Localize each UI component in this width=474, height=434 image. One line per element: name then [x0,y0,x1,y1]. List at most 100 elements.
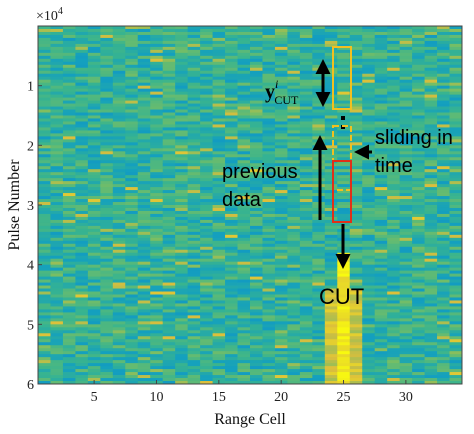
heatmap-cell [299,309,313,313]
heatmap-cell [162,61,176,66]
heatmap-cell [200,61,213,66]
heatmap-cell [349,115,363,119]
heatmap-cell [237,40,251,45]
heatmap-cell [250,103,263,107]
heatmap-cell [274,178,288,182]
heatmap-cell [262,112,276,116]
heatmap-cell [212,285,226,289]
x-tick-label: 15 [212,390,226,405]
heatmap-cell [162,228,176,233]
heatmap-cell [262,49,276,54]
heatmap-cell [399,142,413,146]
heatmap-cell [50,40,64,45]
heatmap-cell [112,109,126,113]
heatmap-cell [349,163,363,167]
heatmap-cell [87,258,101,263]
heatmap-cell [337,94,351,98]
heatmap-cell [374,70,388,75]
heatmap-cell [38,348,51,352]
heatmap-cell [299,73,313,78]
heatmap-cell [150,303,164,307]
heatmap-cell [424,207,438,212]
heatmap-cell [387,297,401,301]
heatmap-cell [362,205,376,209]
heatmap-cell [374,270,388,275]
heatmap-cell [237,112,251,116]
heatmap-cell [274,112,288,116]
heatmap-cell [75,330,89,334]
heatmap-cell [38,193,51,197]
heatmap-cell [362,327,376,331]
heatmap-cell [87,127,101,131]
heatmap-cell [250,97,263,101]
heatmap-cell [212,73,226,78]
heatmap-cell [200,351,213,355]
heatmap-cell [125,85,139,90]
heatmap-cell [399,94,413,98]
heatmap-cell [150,196,164,200]
heatmap-cell [312,106,326,110]
heatmap-cell [362,264,376,269]
heatmap-cell [349,216,363,221]
heatmap-cell [349,348,363,352]
heatmap-cell [38,202,51,206]
heatmap-cell [262,228,276,233]
heatmap-cell [262,100,276,104]
heatmap-cell [50,109,64,113]
heatmap-cell [324,381,338,384]
heatmap-cell [287,252,301,257]
heatmap-cell [175,160,189,164]
heatmap-cell [337,357,351,361]
heatmap-cell [237,366,251,370]
heatmap-cell [87,37,101,42]
heatmap-cell [324,133,338,137]
heatmap-cell [50,291,64,295]
heatmap-cell [387,333,401,337]
heatmap-cell [137,109,151,113]
heatmap-cell [362,381,376,384]
heatmap-cell [187,219,201,224]
heatmap-cell [387,207,401,212]
heatmap-cell [387,142,401,146]
heatmap-cell [125,339,139,343]
heatmap-cell [262,225,276,230]
heatmap-cell [125,79,139,84]
heatmap-cell [62,228,76,233]
heatmap-cell [337,366,351,370]
heatmap-cell [50,175,64,179]
heatmap-cell [237,213,251,218]
heatmap-cell [87,34,101,39]
heatmap-cell [225,26,238,30]
heatmap-cell [62,357,76,361]
heatmap-cell [262,339,276,343]
heatmap-cell [175,378,189,382]
heatmap-cell [50,309,64,313]
heatmap-cell [62,37,76,42]
heatmap-cell [50,178,64,182]
heatmap-cell [175,363,189,367]
heatmap-cell [100,70,114,75]
heatmap-cell [175,342,189,346]
heatmap-cell [349,225,363,230]
heatmap-cell [137,333,151,337]
heatmap-cell [200,46,213,51]
heatmap-cell [337,43,351,48]
heatmap-cell [387,225,401,230]
heatmap-cell [287,375,301,379]
heatmap-cell [312,381,326,384]
heatmap-cell [387,76,401,81]
heatmap-cell [162,336,176,340]
heatmap-cell [62,193,76,197]
heatmap-cell [262,246,276,251]
heatmap-cell [437,49,450,54]
heatmap-cell [374,264,388,269]
heatmap-cell [187,348,201,352]
heatmap-cell [250,133,263,137]
heatmap-cell [212,315,226,319]
heatmap-cell [412,381,425,384]
heatmap-cell [387,258,401,263]
heatmap-cell [374,37,388,42]
heatmap-cell [137,330,151,334]
heatmap-cell [187,330,201,334]
heatmap-cell [324,345,338,349]
